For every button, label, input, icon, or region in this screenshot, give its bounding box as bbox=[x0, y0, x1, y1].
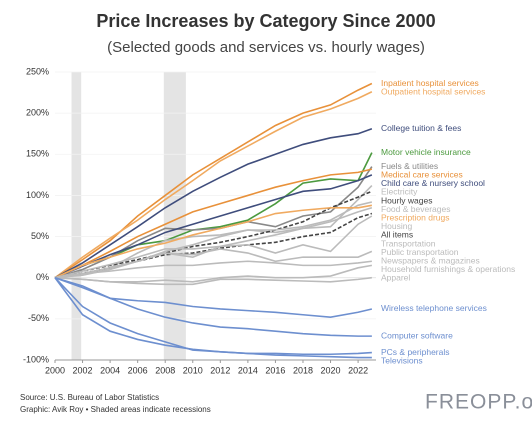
y-tick-label: 200% bbox=[26, 108, 49, 118]
series-label: Televisions bbox=[381, 355, 423, 365]
credit: Graphic: Avik Roy • Shaded areas indicat… bbox=[20, 405, 211, 414]
series-label: Computer software bbox=[381, 330, 453, 340]
x-tick-label: 2014 bbox=[238, 365, 258, 375]
x-tick-label: 2020 bbox=[321, 365, 341, 375]
x-tick-label: 2022 bbox=[348, 365, 368, 375]
series-line bbox=[54, 276, 372, 286]
recession bbox=[163, 72, 186, 360]
series-line bbox=[54, 204, 373, 279]
y-tick-label: -100% bbox=[23, 354, 49, 364]
series-line bbox=[54, 82, 373, 279]
series-label: Hourly wages bbox=[381, 195, 433, 205]
recession bbox=[71, 72, 82, 360]
chart-title: Price Increases by Category Since 2000 bbox=[96, 11, 435, 31]
series-label: Wireless telephone services bbox=[381, 303, 487, 313]
source: Source: U.S. Bureau of Labor Statistics bbox=[20, 393, 159, 402]
series-label: Electricity bbox=[381, 187, 418, 197]
y-tick-label: 150% bbox=[26, 149, 49, 159]
series-label: Medical care services bbox=[381, 169, 463, 179]
series-label: Household furnishings & operations bbox=[381, 264, 515, 274]
x-tick-label: 2018 bbox=[293, 365, 313, 375]
series-label: Outpatient hospital services bbox=[381, 86, 485, 96]
series-line bbox=[54, 91, 373, 279]
series-line bbox=[54, 168, 373, 279]
series-line bbox=[54, 260, 372, 279]
series-label: Food & beverages bbox=[381, 204, 450, 214]
y-tick-label: 0% bbox=[36, 272, 49, 282]
y-tick-label: 250% bbox=[26, 66, 49, 76]
x-tick-label: 2012 bbox=[210, 365, 230, 375]
series-line bbox=[54, 215, 373, 279]
series-line bbox=[54, 248, 373, 279]
x-tick-label: 2004 bbox=[100, 365, 120, 375]
x-tick-label: 2008 bbox=[155, 365, 175, 375]
series-label: Apparel bbox=[381, 273, 410, 283]
series-line bbox=[54, 276, 372, 337]
series-label: College tuition & fees bbox=[381, 123, 461, 133]
series-line bbox=[54, 276, 373, 319]
x-tick-label: 2010 bbox=[183, 365, 203, 375]
series-line bbox=[54, 128, 373, 279]
series-label: Prescription drugs bbox=[381, 212, 450, 222]
series-label: Fuels & utilities bbox=[381, 161, 438, 171]
series-label: Newspapers & magazines bbox=[381, 256, 480, 266]
series-label: Public transportation bbox=[381, 247, 459, 257]
series-label: Transportation bbox=[381, 238, 436, 248]
logo: FREOPP.org bbox=[425, 391, 532, 414]
series-label: Motor vehicle insurance bbox=[381, 147, 471, 157]
series-label: PCs & peripherals bbox=[381, 347, 450, 357]
series-line bbox=[54, 264, 373, 283]
x-tick-label: 2006 bbox=[128, 365, 148, 375]
x-tick-label: 2002 bbox=[73, 365, 93, 375]
chart-subtitle: (Selected goods and services vs. hourly … bbox=[107, 39, 425, 56]
y-tick-label: -50% bbox=[28, 313, 49, 323]
x-tick-label: 2000 bbox=[45, 365, 65, 375]
x-tick-label: 2016 bbox=[265, 365, 285, 375]
series-label: Housing bbox=[381, 221, 412, 231]
y-tick-label: 100% bbox=[26, 190, 49, 200]
y-tick-label: 50% bbox=[31, 231, 49, 241]
series-label: All items bbox=[381, 230, 413, 240]
series-line bbox=[54, 277, 372, 359]
series-line bbox=[54, 174, 373, 279]
series-label: Inpatient hospital services bbox=[381, 78, 479, 88]
series-label: Child care & nursery school bbox=[381, 178, 485, 188]
